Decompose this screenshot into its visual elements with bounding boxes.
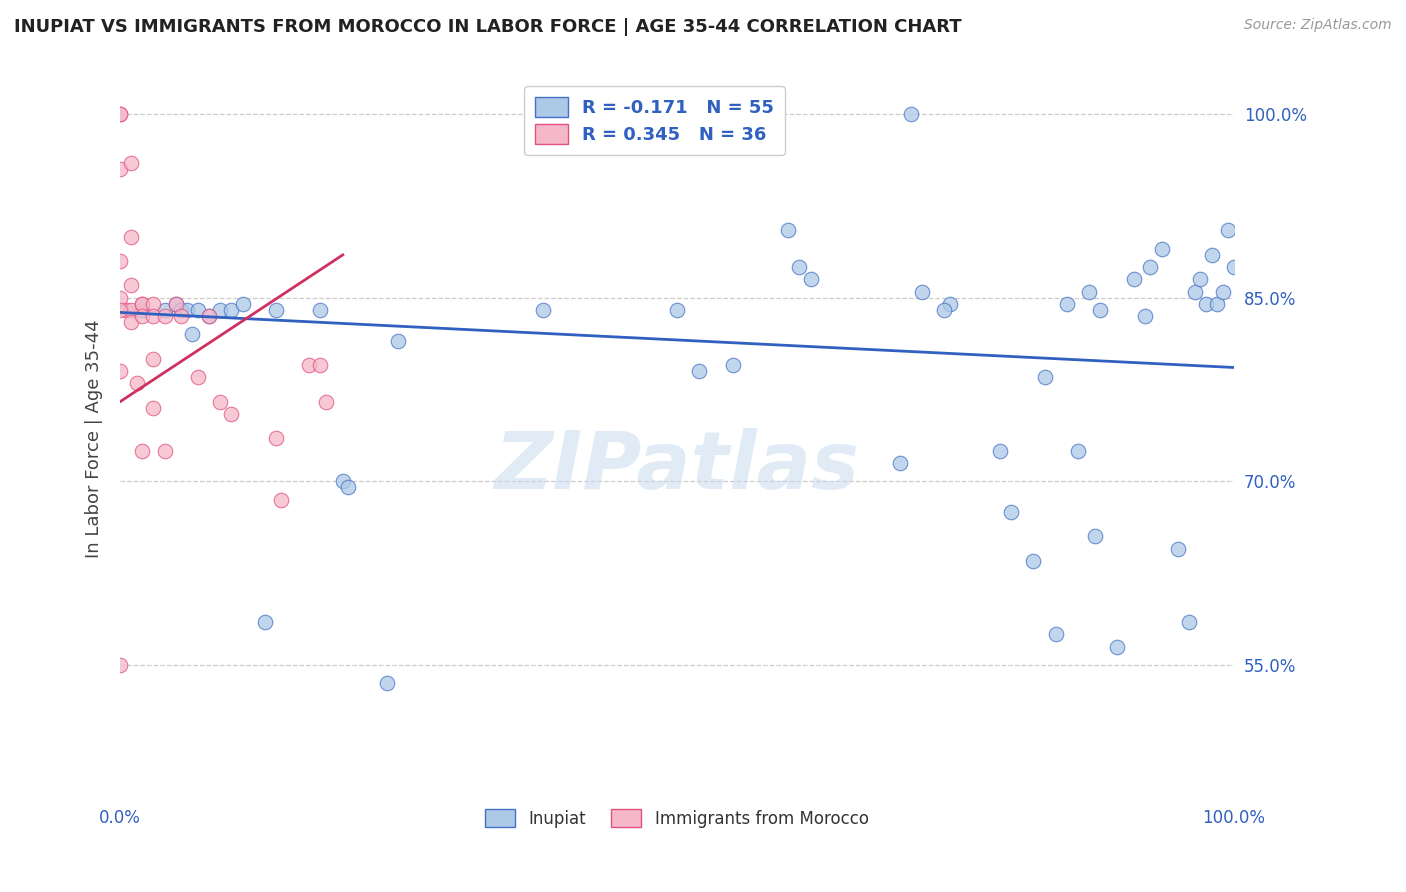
Point bbox=[264, 303, 287, 318]
Point bbox=[688, 364, 710, 378]
Point bbox=[209, 303, 232, 318]
Text: INUPIAT VS IMMIGRANTS FROM MOROCCO IN LABOR FORCE | AGE 35-44 CORRELATION CHART: INUPIAT VS IMMIGRANTS FROM MOROCCO IN LA… bbox=[14, 18, 962, 36]
Point bbox=[665, 303, 688, 318]
Point bbox=[108, 364, 131, 378]
Point bbox=[170, 303, 193, 318]
Point bbox=[153, 443, 176, 458]
Y-axis label: In Labor Force | Age 35-44: In Labor Force | Age 35-44 bbox=[86, 319, 103, 558]
Point bbox=[264, 432, 287, 446]
Point bbox=[1201, 248, 1223, 262]
Point bbox=[253, 615, 276, 629]
Point bbox=[800, 272, 823, 286]
Point bbox=[911, 285, 934, 299]
Point bbox=[1000, 505, 1022, 519]
Point bbox=[125, 376, 148, 391]
Point bbox=[332, 475, 354, 489]
Point bbox=[142, 309, 165, 323]
Point bbox=[114, 303, 136, 318]
Point bbox=[120, 156, 142, 170]
Point bbox=[1078, 285, 1101, 299]
Point bbox=[1167, 541, 1189, 556]
Point bbox=[1022, 554, 1045, 568]
Point bbox=[889, 456, 911, 470]
Point bbox=[131, 297, 153, 311]
Point bbox=[939, 297, 962, 311]
Point bbox=[221, 407, 243, 421]
Point bbox=[298, 358, 321, 372]
Point bbox=[337, 480, 360, 494]
Point bbox=[315, 394, 337, 409]
Point bbox=[108, 107, 131, 121]
Point bbox=[142, 351, 165, 366]
Point bbox=[1033, 370, 1056, 384]
Point bbox=[309, 358, 332, 372]
Point bbox=[181, 327, 204, 342]
Point bbox=[1189, 272, 1212, 286]
Point bbox=[142, 297, 165, 311]
Point bbox=[1090, 303, 1112, 318]
Point bbox=[120, 315, 142, 329]
Point bbox=[176, 303, 198, 318]
Point bbox=[108, 107, 131, 121]
Point bbox=[934, 303, 956, 318]
Point bbox=[1206, 297, 1229, 311]
Point bbox=[142, 401, 165, 415]
Point bbox=[1122, 272, 1144, 286]
Point bbox=[209, 394, 232, 409]
Point bbox=[198, 309, 221, 323]
Point bbox=[778, 223, 800, 237]
Point bbox=[387, 334, 409, 348]
Point bbox=[165, 297, 187, 311]
Point bbox=[375, 676, 398, 690]
Point bbox=[1084, 529, 1107, 543]
Point bbox=[231, 297, 253, 311]
Point bbox=[1218, 223, 1240, 237]
Point bbox=[1045, 627, 1067, 641]
Point bbox=[108, 254, 131, 268]
Point bbox=[165, 297, 187, 311]
Point bbox=[1056, 297, 1078, 311]
Point bbox=[131, 443, 153, 458]
Point bbox=[108, 162, 131, 177]
Point bbox=[131, 297, 153, 311]
Point bbox=[1178, 615, 1201, 629]
Legend: Inupiat, Immigrants from Morocco: Inupiat, Immigrants from Morocco bbox=[478, 803, 876, 835]
Point bbox=[789, 260, 811, 274]
Point bbox=[1212, 285, 1234, 299]
Text: Source: ZipAtlas.com: Source: ZipAtlas.com bbox=[1244, 18, 1392, 32]
Point bbox=[1184, 285, 1206, 299]
Point bbox=[1105, 640, 1128, 654]
Point bbox=[187, 370, 209, 384]
Point bbox=[131, 303, 153, 318]
Point bbox=[221, 303, 243, 318]
Point bbox=[1150, 242, 1173, 256]
Point bbox=[153, 309, 176, 323]
Point bbox=[988, 443, 1011, 458]
Point bbox=[1139, 260, 1161, 274]
Point bbox=[721, 358, 744, 372]
Point bbox=[108, 303, 131, 318]
Point bbox=[531, 303, 554, 318]
Point bbox=[120, 278, 142, 293]
Point bbox=[108, 291, 131, 305]
Point bbox=[187, 303, 209, 318]
Point bbox=[1067, 443, 1090, 458]
Point bbox=[198, 309, 221, 323]
Point bbox=[108, 657, 131, 672]
Point bbox=[120, 229, 142, 244]
Point bbox=[309, 303, 332, 318]
Point bbox=[153, 303, 176, 318]
Point bbox=[120, 303, 142, 318]
Point bbox=[131, 309, 153, 323]
Point bbox=[270, 492, 292, 507]
Point bbox=[1223, 260, 1246, 274]
Point bbox=[1195, 297, 1218, 311]
Text: ZIPatlas: ZIPatlas bbox=[495, 428, 859, 507]
Point bbox=[900, 107, 922, 121]
Point bbox=[170, 309, 193, 323]
Point bbox=[1133, 309, 1156, 323]
